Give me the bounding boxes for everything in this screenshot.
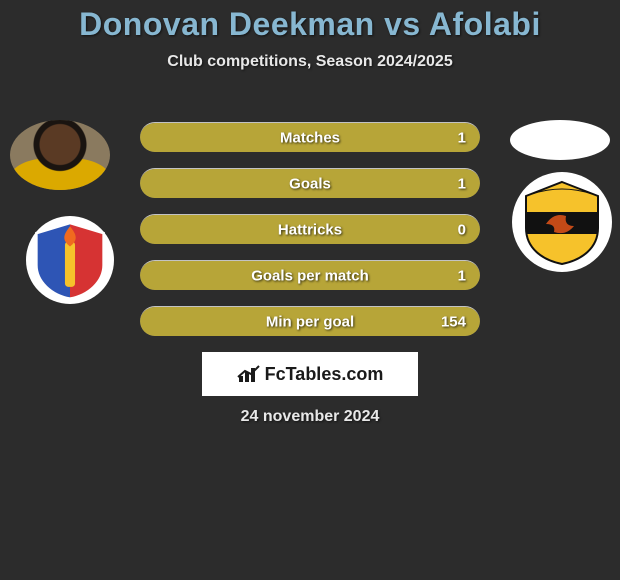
bar-label: Matches	[280, 129, 340, 146]
bar-label: Goals	[289, 175, 331, 192]
player-left-avatar	[10, 120, 110, 190]
page-subtitle: Club competitions, Season 2024/2025	[0, 53, 620, 71]
bar-track: Min per goal 154	[140, 306, 480, 336]
club-left-badge	[28, 218, 112, 302]
bar-value-right: 0	[458, 221, 466, 238]
date-label: 24 november 2024	[241, 408, 380, 426]
stat-row-min-per-goal: Min per goal 154	[140, 306, 480, 336]
bar-track: Matches 1	[140, 122, 480, 152]
stat-row-matches: Matches 1	[140, 122, 480, 152]
bar-track: Hattricks 0	[140, 214, 480, 244]
stat-row-goals-per-match: Goals per match 1	[140, 260, 480, 290]
watermark-text: FcTables.com	[265, 364, 384, 385]
bar-label: Min per goal	[266, 313, 354, 330]
bar-value-right: 1	[458, 175, 466, 192]
stat-row-goals: Goals 1	[140, 168, 480, 198]
stats-bars: Matches 1 Goals 1 Hattricks 0 Goals per match 1…	[140, 122, 480, 352]
bar-track: Goals per match 1	[140, 260, 480, 290]
bar-value-right: 1	[458, 267, 466, 284]
club-right-badge	[512, 172, 612, 272]
watermark: FcTables.com	[202, 352, 418, 396]
player-right-avatar	[510, 120, 610, 160]
bar-value-right: 154	[441, 313, 466, 330]
bar-track: Goals 1	[140, 168, 480, 198]
page-title: Donovan Deekman vs Afolabi	[0, 6, 620, 43]
bar-label: Hattricks	[278, 221, 342, 238]
bar-label: Goals per match	[251, 267, 369, 284]
bars-icon	[237, 364, 261, 384]
bar-value-right: 1	[458, 129, 466, 146]
stat-row-hattricks: Hattricks 0	[140, 214, 480, 244]
